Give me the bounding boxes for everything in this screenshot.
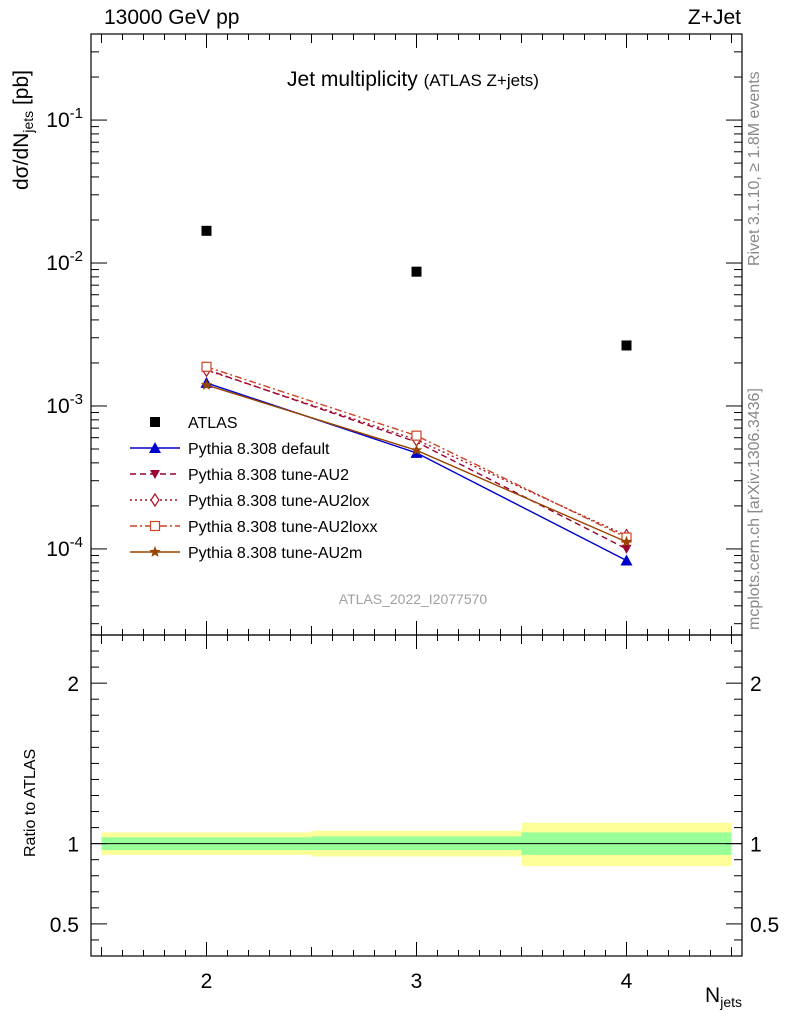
x-axis-label: Njets <box>705 984 742 1010</box>
legend-label-pythia-8-308-tune-au2m: Pythia 8.308 tune-AU2m <box>188 545 362 562</box>
ratio-y-tick-label-right-2: 2 <box>750 673 762 696</box>
point-pythia-8-308-tune-au2-2 <box>621 544 632 554</box>
x-tick-label-1: 3 <box>411 970 423 993</box>
legend-marker-pythia-8-308-tune-au2lox <box>150 492 160 508</box>
point-pythia-8-308-tune-au2m-2 <box>620 535 633 547</box>
chart-title-sub: (ATLAS Z+jets) <box>423 71 539 90</box>
y-tick-label-1: 10-3 <box>46 391 83 418</box>
point-atlas-1 <box>411 266 422 277</box>
point-atlas-0 <box>201 225 212 236</box>
header-energy: 13000 GeV pp <box>104 6 240 29</box>
point-pythia-8-308-tune-au2loxx-1 <box>411 430 422 441</box>
legend-marker-pythia-8-308-tune-au2 <box>150 470 160 479</box>
y-tick-label-2: 10-2 <box>46 248 83 275</box>
y-tick-label-0: 10-4 <box>46 534 83 561</box>
ratio-frame <box>90 634 743 957</box>
legend-label-atlas: ATLAS <box>188 415 238 432</box>
ratio-y-tick-label-left-1: 1 <box>67 834 79 857</box>
point-atlas-2 <box>621 340 632 351</box>
chart-title-main: Jet multiplicity <box>287 68 418 91</box>
x-tick-label-2: 4 <box>621 970 633 993</box>
x-axis-label-text: N <box>705 984 721 1007</box>
point-pythia-8-308-tune-au2m-1 <box>410 444 423 456</box>
point-pythia-8-308-default-2 <box>620 554 633 566</box>
legend-marker-pythia-8-308-tune-au2loxx <box>149 520 161 532</box>
legend-label-pythia-8-308-tune-au2lox: Pythia 8.308 tune-AU2lox <box>188 493 369 510</box>
legend-label-pythia-8-308-tune-au2: Pythia 8.308 tune-AU2 <box>188 467 349 484</box>
y-axis-label-main-text: dσ/dN <box>10 132 33 190</box>
ratio-y-tick-label-right-1: 1 <box>750 834 762 857</box>
ratio-y-tick-label-left-0: 0.5 <box>50 914 79 937</box>
y-axis-label-main: dσ/dNjets [pb] <box>10 70 36 190</box>
legend-marker-atlas <box>150 417 160 427</box>
chart-title: Jet multiplicity (ATLAS Z+jets) <box>0 68 786 92</box>
header-process: Z+Jet <box>687 6 741 29</box>
point-pythia-8-308-tune-au2m-0 <box>200 379 213 390</box>
legend-marker-pythia-8-308-tune-au2m <box>149 546 161 557</box>
side-label-rivet: Rivet 3.1.10, ≥ 1.8M events <box>746 71 763 266</box>
analysis-watermark: ATLAS_2022_I2077570 <box>338 591 488 607</box>
y-tick-label-3: 10-1 <box>46 105 83 132</box>
x-axis-label-sub: jets <box>720 994 742 1011</box>
ratio-y-tick-label-right-0: 0.5 <box>750 914 779 937</box>
point-pythia-8-308-tune-au2loxx-0 <box>201 361 212 372</box>
legend-label-pythia-8-308-tune-au2loxx: Pythia 8.308 tune-AU2loxx <box>188 519 377 536</box>
x-tick-label-0: 2 <box>201 970 213 993</box>
ratio-y-tick-label-left-2: 2 <box>67 673 79 696</box>
y-axis-label-main-sub: jets <box>20 110 37 133</box>
legend-marker-pythia-8-308-default <box>149 442 161 453</box>
y-axis-label-ratio: Ratio to ATLAS <box>22 748 39 857</box>
y-axis-label-main-unit: [pb] <box>10 70 33 111</box>
legend-label-pythia-8-308-default: Pythia 8.308 default <box>188 441 330 458</box>
side-label-mcplots: mcplots.cern.ch [arXiv:1306.3436] <box>746 388 763 630</box>
